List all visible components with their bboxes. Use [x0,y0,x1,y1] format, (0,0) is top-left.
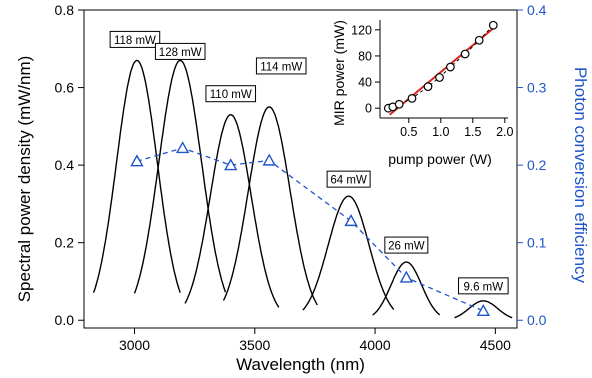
power-label-text: 26 mW [388,241,425,253]
power-label-4: 114 mW [255,57,307,75]
efficiency-marker-2 [175,141,190,154]
power-label-box [205,85,257,103]
spectrum-line-7 [454,300,513,319]
inset-y-tick-label: 0 [365,102,372,116]
inset-x-tick-label: 1.5 [464,125,481,139]
y2-tick-label: 0.3 [527,80,547,96]
power-label-text: 118 mW [114,35,156,47]
inset-x-tick-label: 1.0 [432,125,449,139]
inset-point-9 [474,35,484,45]
power-label-2: 128 mW [154,42,206,60]
spectrum-line-2 [133,59,227,294]
main-y-axis-label: Spectral power density (mW/nm) [15,56,34,303]
spectrum-line-3 [184,113,280,308]
main-y-axis-left: 0.0 0.2 0.4 0.6 0.8 [55,2,84,328]
spectrum-line-6 [372,261,441,316]
main-y2-axis-label: Photon conversion efficiency [571,67,590,284]
y2-tick-label: 0.4 [527,2,547,18]
efficiency-marker-6 [399,270,414,283]
power-label-box [458,277,509,295]
x-tick-label: 4000 [359,337,390,353]
inset-point-8 [460,49,470,59]
inset-y-axis-label: MIR power (mW) [331,20,347,126]
inset-point-10 [488,20,498,30]
y-tick-label: 0.8 [55,2,75,18]
y-tick-label: 0.0 [55,312,75,328]
y-tick-label: 0.2 [55,235,75,251]
inset-point-7 [446,62,455,72]
inset-points [383,20,498,113]
x-tick-label: 3000 [119,337,150,353]
inset-x-tick-label: 0.5 [400,125,417,139]
inset-x-axis-label: pump power (W) [388,151,491,167]
power-label-text: 9.6 mW [464,281,504,293]
power-label-box [326,170,371,188]
inset-y-tick-label: 120 [351,23,372,37]
y2-tick-label: 0.2 [527,157,547,173]
efficiency-series [130,141,491,317]
y2-tick-label: 0.0 [527,312,547,328]
power-label-box [154,42,206,60]
y-tick-label: 0.4 [55,157,75,173]
inset-point-6 [435,73,444,82]
power-label-box [384,236,429,254]
power-label-7: 9.6 mW [458,277,509,295]
main-chart: 3000 3500 4000 4500 0.00.20.40.60.8 0.00.10… [15,2,590,374]
efficiency-marker-4 [262,153,276,166]
power-label-text: 114 mW [260,61,302,73]
x-tick-label: 3500 [239,337,270,353]
efficiency-marker-7 [476,303,491,317]
power-label-1: 118 mW [109,30,161,48]
power-label-text: 64 mW [330,175,367,187]
power-label-box [109,30,161,48]
power-label-text: 110 mW [210,89,252,101]
main-y-axis-right: 0.0 0.1 0.2 0.3 0.4 [517,2,547,328]
efficiency-marker-1 [130,154,144,167]
x-tick-label: 4500 [480,337,511,353]
efficiency-marker-3 [224,158,238,171]
y-tick-label: 0.6 [55,80,75,96]
inset-y-tick-label: 80 [358,49,372,63]
spectrum-line-5 [302,195,395,311]
inset-point-5 [423,82,433,92]
inset-point-3 [394,99,404,109]
inset-x-tick-label: 2.0 [496,125,513,139]
power-label-6: 26 mW [384,236,429,254]
main-x-axis-label: Wavelength (nm) [236,355,365,374]
spectrum-line-4 [222,106,318,306]
main-plot-frame [83,9,518,329]
efficiency-marker-5 [344,214,358,227]
y2-tick-label: 0.1 [527,235,547,251]
inset-y-tick-label: 40 [358,76,372,90]
power-label-3: 110 mW [205,85,257,103]
power-label-text: 128 mW [159,47,202,59]
inset-point-4 [407,93,417,103]
spectra-group [92,59,513,319]
inset-axes: 0.5 1.0 1.5 2.0 0 40 80 120 [351,20,514,139]
inset-chart: 0.5 1.0 1.5 2.0 0 40 80 120 pump power (W) MIR … [316,14,514,168]
main-x-axis: 3000 3500 4000 4500 [119,328,511,353]
power-label-5: 64 mW [326,170,371,188]
power-label-box [255,57,307,75]
spectrum-line-1 [92,59,181,293]
